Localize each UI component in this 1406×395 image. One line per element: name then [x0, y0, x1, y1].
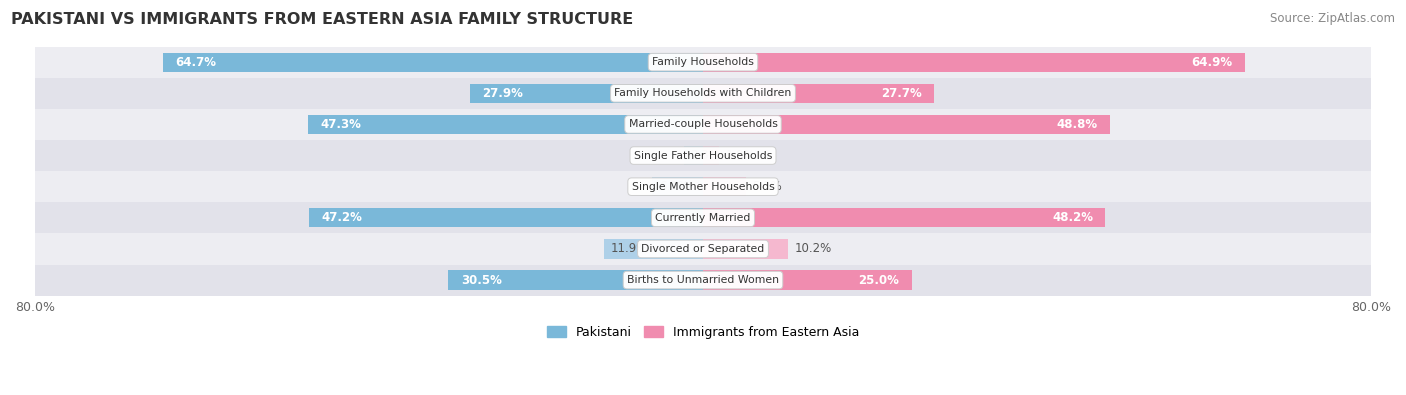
Text: Divorced or Separated: Divorced or Separated	[641, 244, 765, 254]
Text: 25.0%: 25.0%	[858, 274, 900, 286]
Bar	[308, 115, 703, 134]
Text: Source: ZipAtlas.com: Source: ZipAtlas.com	[1270, 12, 1395, 25]
Bar	[703, 208, 1105, 228]
Text: Family Households with Children: Family Households with Children	[614, 88, 792, 98]
Text: 2.3%: 2.3%	[690, 149, 720, 162]
Text: 48.8%: 48.8%	[1057, 118, 1098, 131]
Bar	[35, 140, 1371, 171]
Text: 27.7%: 27.7%	[882, 87, 922, 100]
Text: 47.3%: 47.3%	[321, 118, 361, 131]
Text: Married-couple Households: Married-couple Households	[628, 119, 778, 130]
Bar	[652, 177, 703, 196]
Text: 1.9%: 1.9%	[725, 149, 755, 162]
Bar	[703, 115, 1111, 134]
Bar	[703, 53, 1244, 72]
Bar	[470, 84, 703, 103]
Text: Currently Married: Currently Married	[655, 213, 751, 223]
Bar	[703, 177, 745, 196]
Text: 30.5%: 30.5%	[461, 274, 502, 286]
Bar	[703, 239, 789, 259]
Bar	[35, 265, 1371, 295]
Bar	[703, 146, 718, 165]
Bar	[703, 84, 935, 103]
Text: 64.7%: 64.7%	[176, 56, 217, 69]
Text: 10.2%: 10.2%	[794, 243, 832, 256]
Legend: Pakistani, Immigrants from Eastern Asia: Pakistani, Immigrants from Eastern Asia	[541, 321, 865, 344]
Text: 47.2%: 47.2%	[322, 211, 363, 224]
Text: 5.1%: 5.1%	[752, 180, 782, 193]
Bar	[35, 233, 1371, 265]
Bar	[603, 239, 703, 259]
Bar	[309, 208, 703, 228]
Bar	[449, 271, 703, 290]
Text: Family Households: Family Households	[652, 57, 754, 67]
Bar	[35, 109, 1371, 140]
Text: Births to Unmarried Women: Births to Unmarried Women	[627, 275, 779, 285]
Bar	[35, 202, 1371, 233]
Bar	[35, 47, 1371, 78]
Text: 6.1%: 6.1%	[659, 180, 689, 193]
Text: PAKISTANI VS IMMIGRANTS FROM EASTERN ASIA FAMILY STRUCTURE: PAKISTANI VS IMMIGRANTS FROM EASTERN ASI…	[11, 12, 634, 27]
Text: 27.9%: 27.9%	[482, 87, 523, 100]
Bar	[683, 146, 703, 165]
Text: Single Mother Households: Single Mother Households	[631, 182, 775, 192]
Bar	[163, 53, 703, 72]
Text: 48.2%: 48.2%	[1052, 211, 1092, 224]
Bar	[35, 78, 1371, 109]
Bar	[35, 171, 1371, 202]
Text: 11.9%: 11.9%	[610, 243, 648, 256]
Text: 64.9%: 64.9%	[1191, 56, 1233, 69]
Text: Single Father Households: Single Father Households	[634, 150, 772, 160]
Bar	[703, 271, 911, 290]
